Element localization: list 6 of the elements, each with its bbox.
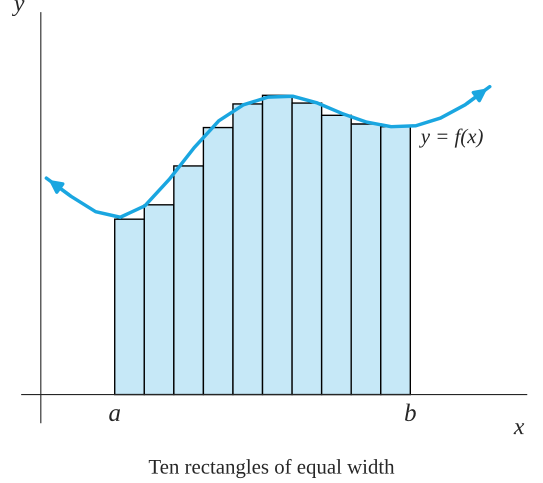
series-label: y = f(x) bbox=[419, 128, 483, 148]
text: a bbox=[109, 409, 120, 422]
text: b bbox=[404, 404, 416, 422]
x-axis-title: x bbox=[514, 423, 524, 434]
y-axis-title: y bbox=[12, 0, 24, 16]
text: Ten rectangles of equal width bbox=[148, 458, 394, 478]
